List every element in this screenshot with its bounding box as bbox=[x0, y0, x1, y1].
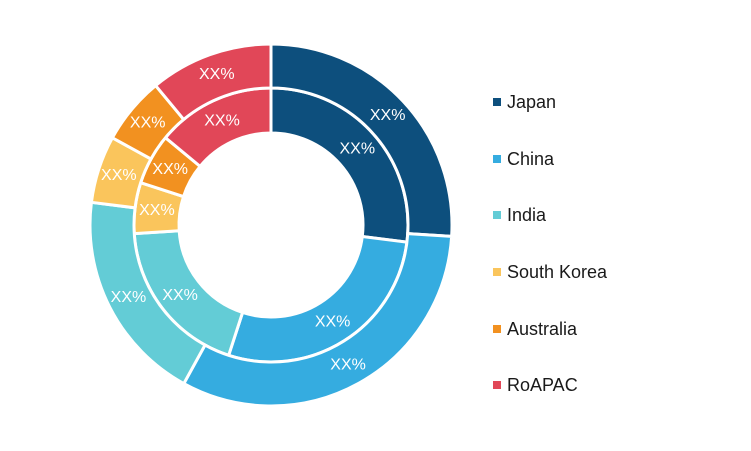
legend-swatch-china bbox=[493, 154, 501, 163]
outer-ring bbox=[88, 42, 454, 408]
legend-label-india: India bbox=[507, 205, 547, 226]
outer-slice-label-japan: XX% bbox=[370, 107, 406, 124]
outer-slice-label-australia: XX% bbox=[130, 115, 166, 132]
inner-ring bbox=[132, 86, 410, 364]
inner-slice-label-australia: XX% bbox=[152, 161, 188, 178]
legend-swatch-roapac bbox=[493, 381, 501, 390]
legend-item-china[interactable]: China bbox=[493, 131, 607, 188]
outer-slice-label-india: XX% bbox=[111, 289, 147, 306]
legend-swatch-south-korea bbox=[493, 268, 501, 277]
outer-slice-label-roapac: XX% bbox=[199, 66, 235, 83]
legend-item-australia[interactable]: Australia bbox=[493, 300, 607, 357]
legend-label-china: China bbox=[507, 148, 555, 169]
slice-labels: XX% XX% XX% XX% XX% XX% XX% XX% XX% XX% XX% XX% bbox=[101, 66, 405, 374]
legend-item-japan[interactable]: Japan bbox=[493, 74, 607, 131]
outer-slice-roapac[interactable] bbox=[153, 42, 273, 122]
inner-slice-label-china: XX% bbox=[315, 314, 351, 331]
legend-label-australia: Australia bbox=[507, 318, 578, 339]
legend: Japan China India South Korea Australia … bbox=[493, 74, 607, 414]
legend-swatch-australia bbox=[493, 324, 501, 333]
legend-label-south-korea: South Korea bbox=[507, 262, 608, 283]
legend-item-south-korea[interactable]: South Korea bbox=[493, 244, 607, 301]
legend-label-japan: Japan bbox=[507, 92, 557, 113]
legend-swatch-india bbox=[493, 211, 501, 220]
legend-item-india[interactable]: India bbox=[493, 187, 607, 244]
legend-swatch-japan bbox=[493, 98, 501, 107]
legend-item-roapac[interactable]: RoAPAC bbox=[493, 357, 607, 414]
inner-slice-label-south-korea: XX% bbox=[139, 202, 175, 219]
inner-slice-label-japan: XX% bbox=[339, 140, 375, 157]
outer-slice-label-china: XX% bbox=[330, 357, 366, 374]
outer-slice-label-south-korea: XX% bbox=[101, 167, 137, 184]
inner-slice-label-roapac: XX% bbox=[204, 112, 240, 129]
inner-slice-label-india: XX% bbox=[162, 287, 198, 304]
legend-label-roapac: RoAPAC bbox=[507, 375, 578, 396]
